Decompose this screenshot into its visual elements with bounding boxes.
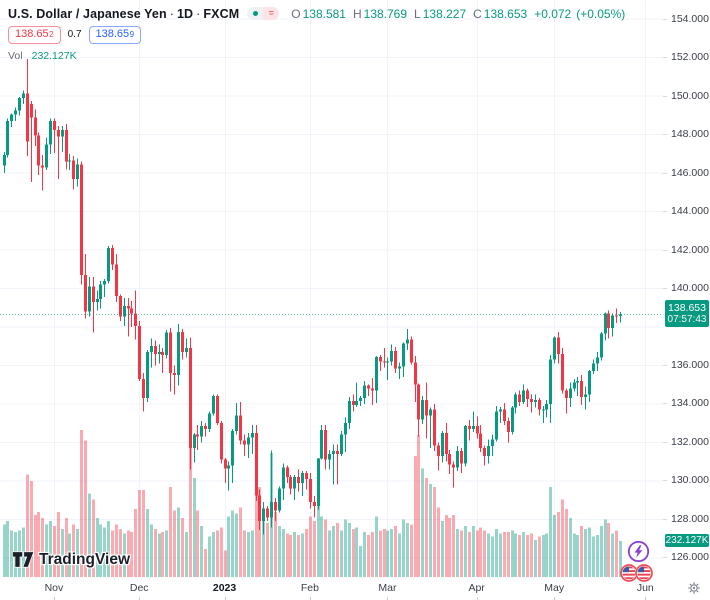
title-separator: · (169, 6, 174, 21)
bar-countdown: 07:57:43 (667, 313, 707, 325)
chart-legend: U.S. Dollar / Japanese Yen · 1D · FXCM = O 13… (8, 5, 630, 62)
price-tick-label: 142.000 (671, 243, 709, 256)
time-tick-mark (645, 597, 646, 600)
high-label: H (352, 6, 362, 21)
bid-ask-row: 138.65 2 0.7 138.65 9 (8, 25, 630, 44)
bid-price-button[interactable]: 138.65 2 (8, 25, 61, 44)
volume-axis-badge: 232.127K (665, 534, 709, 548)
price-tick-label: 136.000 (671, 358, 709, 371)
price-chart[interactable] (0, 0, 663, 577)
title-separator: · (196, 6, 201, 21)
exchange-label: FXCM (203, 6, 240, 21)
time-axis-label: May (544, 582, 565, 594)
price-tick-label: 128.000 (671, 512, 709, 525)
price-tick-label: 146.000 (671, 166, 709, 179)
price-tick-mark (663, 95, 667, 97)
volume-label: Vol (8, 49, 23, 62)
tradingview-logo[interactable]: TradingView (12, 549, 130, 570)
ask-price-button[interactable]: 138.65 9 (88, 25, 142, 44)
volume-row: Vol 232.127K (8, 49, 630, 62)
price-tick-mark (663, 134, 667, 136)
price-tick-mark (663, 364, 667, 366)
time-tick-mark (54, 597, 55, 600)
change-percent: (+0.05%) (576, 6, 626, 21)
open-value: 138.581 (302, 6, 346, 21)
close-label: C (473, 6, 482, 21)
price-tick-mark (663, 57, 667, 59)
chart-event-icons (618, 540, 666, 586)
last-price-value: 138.653 (668, 301, 706, 314)
spread-value: 0.7 (67, 29, 82, 40)
price-tick-mark (663, 249, 667, 251)
time-axis-label: Feb (300, 582, 319, 594)
time-axis-label: Apr (468, 582, 485, 594)
price-axis[interactable]: 138.653 07:57:43 232.127K 154.000 152.000… (663, 0, 710, 577)
symbol-name: U.S. Dollar / Japanese Yen (8, 6, 167, 21)
lightning-icon[interactable] (627, 540, 650, 563)
price-tick-label: 144.000 (671, 205, 709, 218)
legend-title-row: U.S. Dollar / Japanese Yen · 1D · FXCM = O 13… (8, 5, 630, 22)
price-tick-mark (663, 557, 667, 559)
price-tick-mark (663, 403, 667, 405)
low-value: 138.227 (422, 6, 467, 21)
time-tick-mark (310, 597, 311, 600)
market-status-pill[interactable]: = (247, 7, 280, 20)
price-tick-mark (663, 211, 667, 213)
price-tick-mark (663, 518, 667, 520)
price-tick-mark (663, 18, 667, 20)
price-tick-mark (663, 288, 667, 289)
symbol-title[interactable]: U.S. Dollar / Japanese Yen · 1D · FXCM (8, 7, 239, 21)
ohlc-readout: O 138.581 H 138.769 L 138.227 C 138.653 +0.072 (+… (291, 7, 630, 21)
time-axis-label: Mar (378, 582, 397, 594)
change-value: +0.072 (534, 6, 572, 21)
time-axis-label: 2023 (212, 582, 237, 594)
time-tick-mark (225, 597, 226, 600)
price-tick-label: 132.000 (671, 435, 709, 448)
ask-pip: 9 (129, 29, 135, 39)
price-tick-label: 148.000 (671, 128, 709, 141)
ask-main: 138.65 (95, 27, 130, 40)
time-tick-mark (554, 597, 555, 600)
time-tick-mark (477, 597, 478, 600)
price-tick-mark (663, 172, 667, 174)
high-value: 138.769 (363, 6, 408, 21)
last-price-badge: 138.653 07:57:43 (665, 299, 709, 327)
flags-icon[interactable] (618, 562, 658, 584)
tradingview-logo-mark-icon (12, 551, 34, 568)
volume-value: 232.127K (31, 49, 77, 62)
price-tick-mark (663, 480, 667, 482)
price-tick-label: 150.000 (671, 89, 709, 102)
price-tick-label: 152.000 (671, 51, 709, 64)
tradingview-logo-text: TradingView (39, 550, 131, 568)
scale-settings-gear-icon[interactable] (687, 581, 701, 595)
price-tick-label: 154.000 (671, 12, 709, 25)
flag-us-icon (620, 564, 638, 582)
price-tick-label: 130.000 (671, 474, 709, 487)
time-tick-mark (387, 597, 388, 600)
time-tick-mark (139, 597, 140, 600)
open-label: O (291, 6, 301, 21)
close-value: 138.653 (483, 6, 528, 21)
price-tick-mark (663, 441, 667, 443)
price-tick-label: 126.000 (671, 551, 709, 564)
time-axis-label: Dec (129, 582, 149, 594)
bid-main: 138.65 (15, 27, 49, 40)
time-axis-label: Jun (636, 582, 654, 594)
time-axis[interactable]: Nov Dec 2023 Feb Mar Apr May Jun (0, 577, 710, 600)
flag-pair-icon (634, 563, 654, 583)
price-tick-label: 134.000 (671, 397, 709, 410)
low-label: L (414, 6, 421, 21)
market-open-dot-icon (247, 7, 264, 20)
data-mode-icon: = (263, 7, 280, 20)
time-axis-label: Nov (44, 582, 64, 594)
price-tick-label: 140.000 (671, 282, 709, 294)
timeframe-label: 1D (176, 6, 194, 21)
bid-pip: 2 (49, 29, 54, 39)
